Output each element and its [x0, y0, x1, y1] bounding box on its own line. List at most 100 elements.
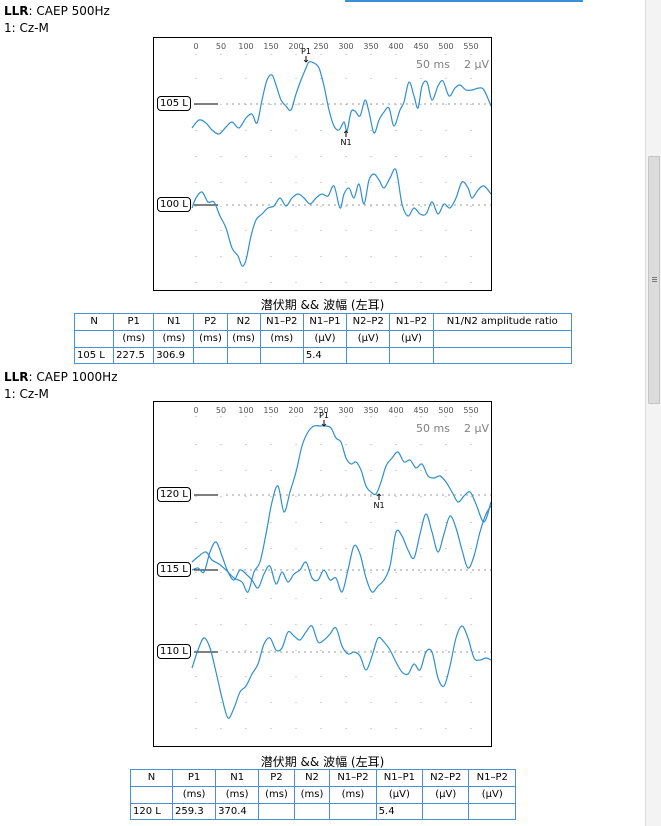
grid-dot [370, 54, 372, 55]
section-title-500hz: LLR: CAEP 500Hz [4, 4, 110, 18]
table-header-cell: N1/N2 amplitude ratio [432, 313, 573, 331]
grid-dot [220, 54, 222, 55]
grid-dot [395, 256, 397, 257]
grid-dot [220, 598, 222, 599]
grid-dot [395, 182, 397, 183]
table-value-cell: 306.9 [153, 347, 195, 364]
table-unit-cell: (ms) [172, 786, 217, 804]
waveform-trace[interactable] [191, 61, 491, 135]
grid-dot [320, 650, 322, 651]
grid-dot [270, 496, 272, 497]
grid-dot [395, 130, 397, 131]
grid-dot [195, 282, 197, 283]
table-unit-cell: (µV) [302, 330, 348, 348]
grid-dot [220, 522, 222, 523]
grid-dot [445, 522, 447, 523]
table-value-cell [259, 347, 304, 364]
grid-dot [370, 598, 372, 599]
table-unit-cell: (ms) [258, 786, 295, 804]
grid-dot [270, 182, 272, 183]
grid-dot [420, 572, 422, 573]
trace-label[interactable]: 110 L [157, 644, 191, 659]
grid-dot [470, 676, 472, 677]
grid-dot [220, 416, 222, 417]
grid-dot [345, 282, 347, 283]
table-unit-cell: (ms) [153, 330, 195, 348]
trace-label[interactable]: 115 L [157, 562, 191, 577]
grid-dot [395, 156, 397, 157]
grid-dot [345, 676, 347, 677]
table-header-cell: N [73, 313, 115, 331]
grid-dot [320, 728, 322, 729]
grid-dot [370, 702, 372, 703]
axis-tick-label: 150 [263, 406, 278, 415]
grid-dot [470, 470, 472, 471]
grid-dot [195, 522, 197, 523]
grid-dot [295, 54, 297, 55]
grid-dot [395, 572, 397, 573]
scrollbar-thumb[interactable] [648, 156, 660, 404]
table-header-cell: N1 [153, 313, 195, 331]
grid-dot [295, 522, 297, 523]
grid-dot [320, 182, 322, 183]
peak-marker-label: N1 [373, 501, 384, 510]
grid-dot [395, 624, 397, 625]
grid-dot [195, 548, 197, 549]
grid-dot [195, 676, 197, 677]
grid-dot [295, 702, 297, 703]
axis-tick-label: 50 [216, 42, 226, 51]
trace-label[interactable]: 105 L [157, 96, 191, 111]
grid-dot [420, 728, 422, 729]
table-value-cell: 105 L [73, 347, 115, 364]
grid-dot [420, 206, 422, 207]
grid-dot [370, 650, 372, 651]
grid-dot [320, 156, 322, 157]
axis-tick-label: 300 [338, 406, 353, 415]
waveform-panel-1000hz[interactable]: 0 50 100 150 200 250 300 350 400 450 500 550 50 ms 2 … [153, 401, 492, 747]
grid-dot [420, 676, 422, 677]
waveform-trace[interactable] [191, 424, 491, 593]
axis-tick-label: 200 [288, 42, 303, 51]
table-value-cell [389, 347, 434, 364]
grid-dot [445, 104, 447, 105]
grid-dot [470, 548, 472, 549]
trace-label[interactable]: 100 L [157, 197, 191, 212]
trace-label[interactable]: 120 L [157, 487, 191, 502]
grid-dot [195, 230, 197, 231]
table-header-cell: N2–P2 [422, 769, 470, 787]
grid-dot [295, 676, 297, 677]
table-header-cell: P2 [258, 769, 295, 787]
grid-dot [320, 676, 322, 677]
table-unit-cell [73, 330, 115, 348]
grid-dot [295, 78, 297, 79]
waveform-trace[interactable] [191, 625, 491, 719]
table-header-cell: N1–P2 [259, 313, 304, 331]
grid-dot [395, 598, 397, 599]
grid-dot [345, 54, 347, 55]
table-header-cell: N1–P1 [302, 313, 348, 331]
peak-marker-arrow-icon [376, 493, 382, 497]
table-value-cell: 370.4 [215, 803, 260, 820]
waveform-panel-500hz[interactable]: 0 50 100 150 200 250 300 350 400 450 500 550 50 ms 2 … [153, 37, 492, 291]
table-value-cell [346, 347, 391, 364]
grid-dot [195, 182, 197, 183]
waveform-trace[interactable] [191, 168, 491, 267]
table-header-row: N P1 N1 P2 N2 N1–P2 N1–P1 N2–P2 N1–P2 N1/N2 ampli… [73, 313, 573, 331]
grid-dot [320, 444, 322, 445]
grid-dot [420, 522, 422, 523]
time-scale-label: 50 ms [416, 58, 450, 71]
vertical-scrollbar[interactable] [645, 0, 661, 826]
grid-dot [245, 728, 247, 729]
grid-dot [245, 54, 247, 55]
results-table-title-1000hz: 潜伏期 && 波幅 (左耳) [260, 755, 385, 769]
grid-dot [470, 444, 472, 445]
grid-dot [220, 702, 222, 703]
grid-dot [370, 496, 372, 497]
table-unit-cell [129, 786, 174, 804]
grid-dot [470, 182, 472, 183]
grid-dot [195, 624, 197, 625]
table-value-cell [226, 347, 261, 364]
grid-dot [395, 728, 397, 729]
waveform-trace[interactable] [191, 505, 491, 593]
grid-dot [245, 702, 247, 703]
